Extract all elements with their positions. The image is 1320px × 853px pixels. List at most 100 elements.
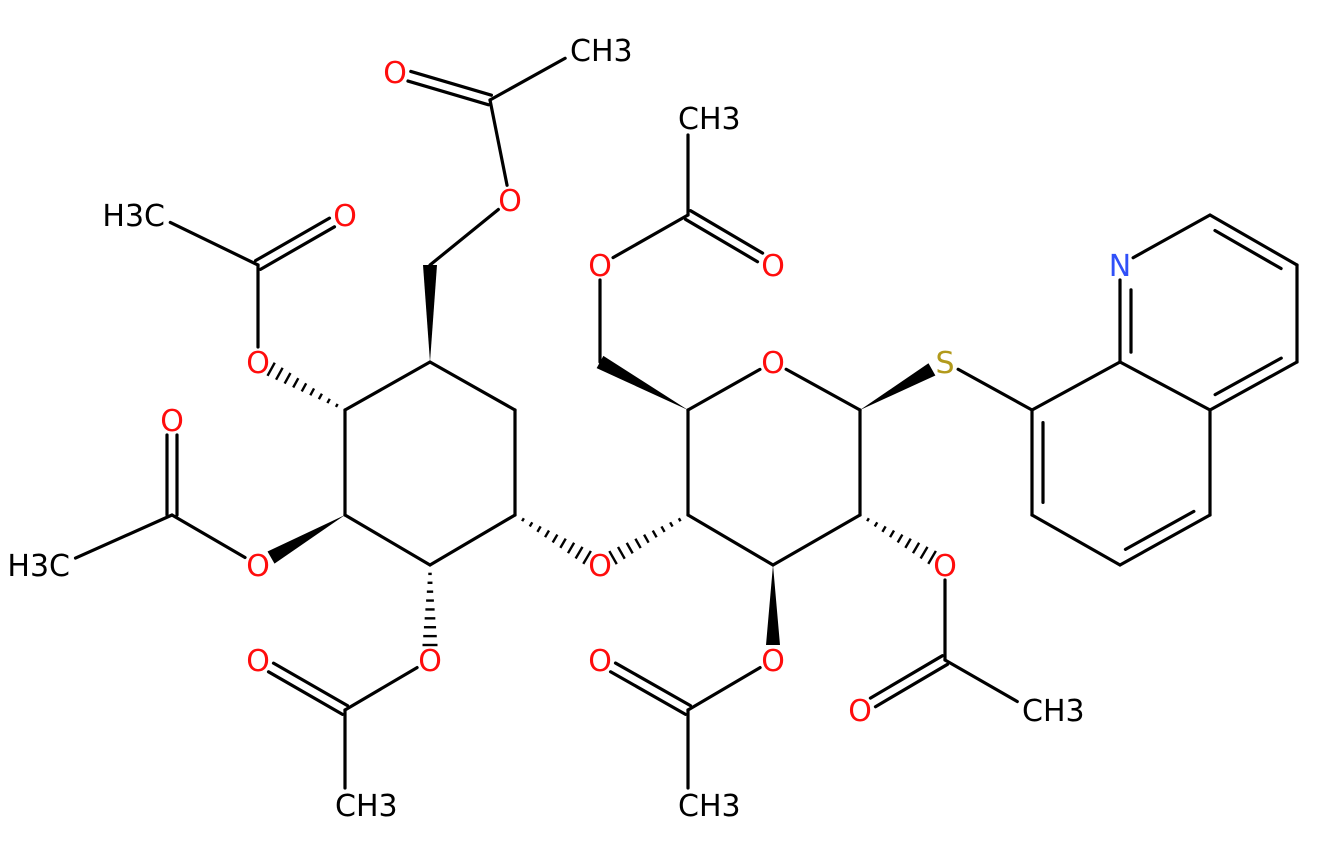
hash-bond-segment [566,542,576,554]
atom-label-ch3: CH3 [678,102,741,137]
wedge-bond [766,565,780,645]
bond [688,209,765,255]
hash-bond-segment [536,525,542,533]
wedge-bond [423,265,437,362]
atom-label-o: O [246,346,270,381]
hash-bond-segment [317,393,323,400]
hash-bond-segment [643,534,650,544]
hash-bond-segment [300,382,308,392]
bond [686,666,762,712]
hash-bond-segment [551,533,559,544]
bond [488,98,509,187]
bond [943,658,1019,704]
atom-label-o: O [761,249,785,284]
bond [1213,356,1283,397]
bond [428,513,517,567]
hash-bond-segment [911,542,921,554]
atom-label-o: O [933,549,957,584]
bond [428,360,517,412]
hash-bond-segment [309,387,316,396]
bond [1118,513,1212,567]
atom-label-h3c: H3C [7,549,70,584]
bond [1131,213,1212,260]
hash-bond-segment [544,529,551,538]
atom-label-o: O [588,249,612,284]
hash-bond-segment [904,538,912,549]
hash-bond-segment [574,546,584,560]
atom-label-o: O [160,404,184,439]
bond [343,360,432,412]
hash-bond-segment [889,529,896,538]
bond [428,207,500,267]
atom-label-ch3: CH3 [1022,694,1085,729]
bond [1030,360,1122,412]
bond [253,216,332,263]
bond [1208,213,1299,267]
hash-bond-segment [881,525,887,533]
bond [170,513,247,560]
bond [409,69,494,97]
atom-label-ch3: CH3 [570,34,633,69]
atom-label-n: N [1109,249,1131,284]
atom-label-ch3: CH3 [678,789,741,824]
hash-bond-segment [866,517,870,522]
hash-bond-segment [513,513,517,517]
bond [343,666,419,712]
bond [343,513,432,567]
atom-label-o: O [246,549,270,584]
hash-bond-segment [326,398,331,404]
hash-bond-segment [283,372,292,385]
hash-bond-segment [927,550,937,565]
hash-bond-segment [334,403,339,408]
atom-label-o: O [498,184,522,219]
bond [611,213,690,260]
atom-label-o: O [588,644,612,679]
wedge-bond [596,355,688,410]
bond [686,367,762,412]
bond [608,670,688,716]
bond [956,367,1034,412]
atom-label-o: O [418,644,442,679]
bond [258,225,337,271]
hash-bond-segment [343,408,347,412]
atom-label-h3c: H3C [102,199,165,234]
atom-label-ch3: CH3 [335,789,398,824]
hash-bond-segment [521,517,525,522]
atom-label-o: O [588,549,612,584]
atom-label-o: O [848,694,872,729]
bond [784,367,862,412]
bond [1213,228,1283,271]
bond [868,654,945,700]
hash-bond-segment [873,521,879,528]
hash-bond-segment [275,367,284,381]
atom-labels: O O CH3 O O H3C O O H3C O O CH3 O O O O CH3 O O CH3 O O CH3 S N [7,34,1131,824]
wedge-bond [267,515,345,564]
hash-bond-segment [608,550,618,565]
bond [488,56,567,102]
hash-bond-segment [919,546,929,560]
hash-bond-segment [677,517,682,522]
hash-bond-segment [582,550,592,565]
hash-bond-segment [559,538,567,549]
hash-bond-segment [660,525,666,533]
atom-label-o: O [383,56,407,91]
bond [771,513,862,567]
bond [73,513,174,560]
hash-bond-segment [858,513,862,517]
atom-label-o: O [761,346,785,381]
hash-bond-segment [651,529,658,538]
bond [406,79,491,107]
hash-bond-segment [528,521,534,528]
hash-bond-segment [292,377,300,389]
bond [613,661,693,708]
atom-label-o: O [761,644,785,679]
bond [271,661,350,708]
bond [266,670,345,716]
atom-label-s: S [935,346,954,381]
hash-bond-segment [896,533,904,544]
hash-bond-segment [669,521,674,528]
bond [1208,360,1299,412]
bonds [73,56,1299,790]
bond [1118,360,1212,412]
